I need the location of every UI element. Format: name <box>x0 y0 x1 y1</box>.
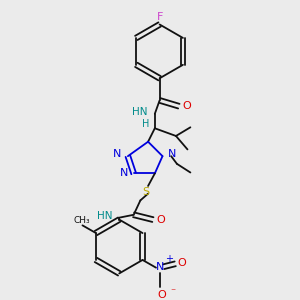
Text: N: N <box>156 262 164 272</box>
Text: N: N <box>113 149 122 159</box>
Text: O: O <box>178 258 186 268</box>
Text: O: O <box>182 101 191 111</box>
Text: O: O <box>156 214 165 225</box>
Text: S: S <box>142 187 150 197</box>
Text: F: F <box>156 12 163 22</box>
Text: ⁻: ⁻ <box>171 288 176 298</box>
Text: +: + <box>166 254 173 264</box>
Text: CH₃: CH₃ <box>73 216 90 225</box>
Text: N: N <box>168 149 176 159</box>
Text: O: O <box>158 290 166 300</box>
Text: N: N <box>120 169 128 178</box>
Text: HN: HN <box>132 107 147 117</box>
Text: HN: HN <box>97 211 112 221</box>
Text: H: H <box>142 119 149 129</box>
